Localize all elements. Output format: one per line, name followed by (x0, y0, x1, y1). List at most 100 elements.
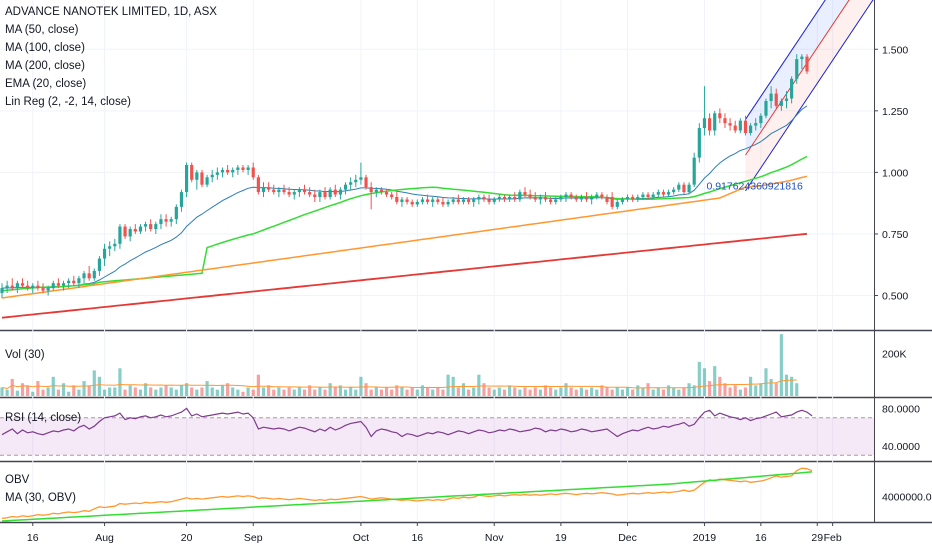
volume-bar (384, 387, 389, 396)
candle-body (338, 189, 342, 195)
candle-body (256, 177, 260, 193)
candle-body (138, 226, 143, 232)
candle-body (559, 197, 563, 200)
candle-body (92, 270, 96, 279)
candle-body (164, 219, 168, 222)
volume-bar (67, 391, 71, 396)
obv-pane-label[interactable]: OBV (5, 474, 30, 486)
candle-body (77, 278, 81, 284)
volume-bar (282, 389, 286, 396)
candle-body (405, 199, 409, 202)
rsi-pane-label[interactable]: RSI (14, close) (5, 412, 82, 424)
volume-bar (590, 387, 594, 396)
volume-bar (241, 391, 245, 396)
volume-bar (738, 389, 742, 396)
volume-bar (702, 368, 707, 396)
candle-body (564, 194, 568, 198)
candle-body (692, 157, 696, 185)
volume-bar (569, 387, 573, 396)
volume-bar (528, 389, 532, 396)
candle-body (190, 165, 194, 180)
volume-bar (697, 361, 701, 396)
volume-bar (113, 387, 117, 396)
candle-body (543, 197, 548, 200)
volume-bar (759, 383, 763, 396)
legend-lin-reg[interactable]: Lin Reg (2, -2, 14, close) (5, 96, 131, 108)
candle-body (102, 248, 107, 259)
volume-bar (190, 387, 194, 396)
volume-bar (713, 366, 717, 396)
volume-bar (133, 387, 137, 396)
volume-bar (51, 376, 55, 396)
volume-bar (179, 385, 184, 396)
ema-20-line (1, 105, 808, 289)
time-tick-label: 16 (755, 532, 767, 544)
candle-body (292, 192, 296, 195)
candle-body (149, 224, 153, 230)
price-tick-label: 1.250 (882, 106, 908, 118)
volume-pane-label[interactable]: Vol (30) (5, 349, 45, 361)
candle-body (779, 100, 783, 106)
candle-body (687, 184, 691, 193)
time-tick-label: Oct (353, 532, 369, 544)
volume-bar (164, 385, 168, 396)
volume-bar (251, 389, 255, 396)
volume-bar (369, 389, 373, 396)
volume-bar (313, 389, 317, 396)
legend-ma-200[interactable]: MA (200, close) (5, 60, 85, 72)
candle-body (625, 197, 630, 200)
volume-bar (31, 391, 35, 396)
candle-body (0, 288, 4, 294)
time-tick-label: Sep (244, 532, 263, 544)
volume-bar (784, 374, 789, 396)
obv-ma-label[interactable]: MA (30, OBV) (5, 492, 76, 504)
chart-legend: ADVANCE NANOTEK LIMITED, 1D, ASX MA (50,… (5, 3, 217, 111)
candle-body (754, 123, 758, 126)
volume-bar (533, 387, 537, 396)
legend-ma-50[interactable]: MA (50, close) (5, 24, 79, 36)
candle-body (482, 197, 486, 200)
volume-tick-label: 200K (882, 348, 907, 360)
volume-bar (205, 381, 209, 396)
candle-body (738, 120, 742, 131)
volume-bar (779, 334, 783, 396)
volume-bar (10, 378, 14, 396)
legend-ema-20[interactable]: EMA (20, close) (5, 78, 87, 90)
candle-body (364, 177, 368, 188)
volume-bar (41, 389, 45, 396)
candle-body (666, 192, 671, 195)
candle-body (533, 197, 537, 200)
time-tick-label: 29 (811, 532, 823, 544)
candle-body (656, 192, 660, 195)
candle-body (287, 192, 291, 195)
rsi-pane: 80.0000 40.0000 (0, 403, 920, 456)
volume-bar (508, 385, 512, 396)
candle-body (26, 285, 30, 289)
volume-bar (687, 383, 691, 396)
volume-bar (118, 368, 122, 396)
volume-bar (128, 385, 132, 396)
volume-bar (472, 387, 476, 396)
moving-average-lines (1, 105, 808, 319)
volume-bar (749, 376, 753, 396)
legend-ma-100[interactable]: MA (100, close) (5, 42, 85, 54)
volume-bar (615, 387, 619, 396)
candle-body (36, 285, 40, 289)
volume-bar (559, 387, 563, 396)
volume-bar (790, 376, 794, 396)
volume-bar (215, 389, 219, 396)
volume-bar (236, 389, 240, 396)
volume-bar (692, 385, 696, 396)
candle-body (774, 93, 778, 106)
candle-body (20, 283, 25, 286)
volume-bar (769, 378, 773, 396)
candle-body (790, 78, 794, 99)
volume-bar (492, 389, 496, 396)
candle-body (441, 201, 445, 205)
volume-bar (61, 383, 66, 396)
candle-body (784, 98, 789, 101)
volume-bar (610, 389, 614, 396)
volume-bar (415, 389, 419, 396)
volume-bar (220, 385, 225, 396)
candle-body (523, 192, 527, 195)
